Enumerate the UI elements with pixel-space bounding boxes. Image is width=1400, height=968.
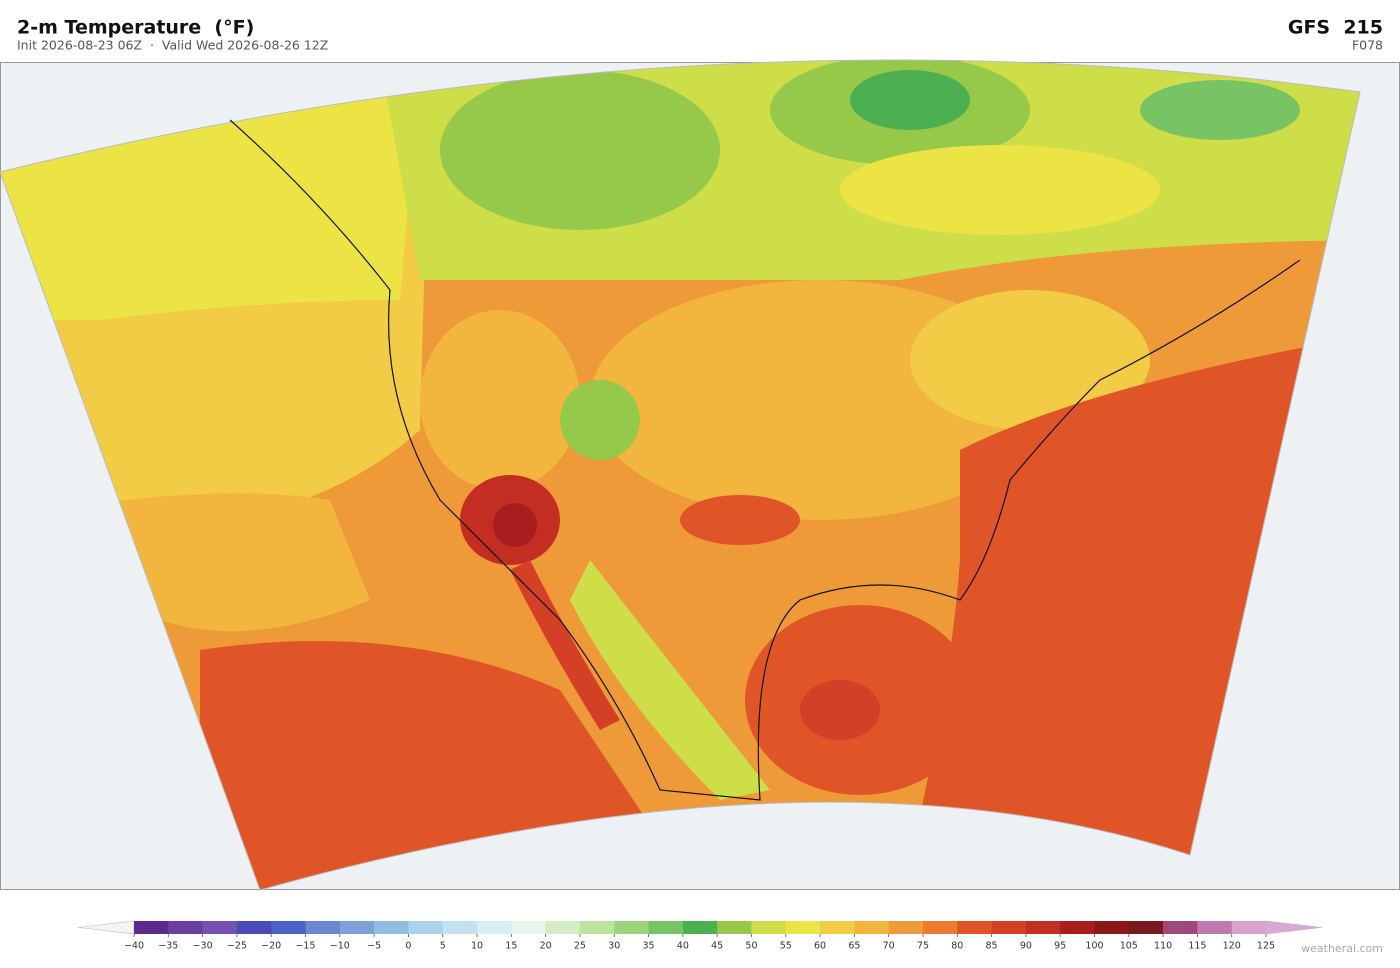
colorbar-tick-label: 0: [405, 941, 411, 952]
model-label: GFS 215: [1288, 17, 1383, 39]
colorbar: −40 −35 −30 −25 −20 −15 −10 −5 0 5 10 15 20 25 30 35 40 4…: [77, 920, 1323, 952]
colorbar-tick-label: 95: [1054, 941, 1066, 952]
colorbar-tick-label: 65: [848, 941, 860, 952]
domain-outline: [0, 59, 1361, 891]
colorbar-bin: [408, 921, 444, 934]
colorbar-tick-label: 20: [540, 941, 552, 952]
colorbar-under: [77, 920, 135, 935]
colorbar-tick-label: 115: [1188, 941, 1206, 952]
colorbar-tick-label: 120: [1223, 941, 1241, 952]
colorbar-bin: [1197, 921, 1232, 934]
colorbar-bin: [1128, 921, 1164, 934]
colorbar-over: [1265, 920, 1323, 935]
subtitle: Init 2026-08-23 06Z · Valid Wed 2026-08-…: [17, 38, 328, 53]
colorbar-bin: [1163, 921, 1198, 934]
colorbar-bin: [717, 921, 752, 934]
colorbar-tick-label: 10: [471, 941, 483, 952]
colorbar-bin: [271, 921, 306, 934]
colorbar-bin: [751, 921, 787, 934]
colorbar-tick-label: 75: [917, 941, 929, 952]
colorbar-bin: [442, 921, 478, 934]
colorbar-tick-label: 45: [711, 941, 723, 952]
colorbar-tick-label: 30: [608, 941, 620, 952]
colorbar-bin: [236, 921, 272, 934]
colorbar-tick-label: 50: [745, 941, 757, 952]
colorbar-bin: [477, 921, 512, 934]
colorbar-bin: [648, 921, 684, 934]
colorbar-tick-label: 100: [1085, 941, 1103, 952]
colorbar-tick-label: 25: [574, 941, 586, 952]
colorbar-bin: [682, 921, 718, 934]
colorbar-tick-label: 85: [986, 941, 998, 952]
colorbar-bin: [957, 921, 992, 934]
colorbar-bin: [888, 921, 924, 934]
colorbar-tick-label: −25: [227, 941, 247, 952]
coastline: [229, 119, 1301, 801]
colorbar-tick-label: −10: [330, 941, 350, 952]
colorbar-tick-label: 110: [1154, 941, 1172, 952]
colorbar-tick-label: −15: [295, 941, 315, 952]
colorbar-bin: [1094, 921, 1130, 934]
colorbar-tick-label: 35: [642, 941, 654, 952]
watermark: weatherai.com: [1301, 942, 1383, 955]
colorbar-bin: [134, 921, 169, 934]
colorbar-tick-label: 90: [1020, 941, 1032, 952]
colorbar-bin: [614, 921, 649, 934]
colorbar-bin: [785, 921, 821, 934]
colorbar-tick-label: −30: [193, 941, 213, 952]
colorbar-tick-label: −40: [124, 941, 144, 952]
colorbar-bin: [1060, 921, 1095, 934]
colorbar-tick-label: 5: [440, 941, 446, 952]
title: 2-m Temperature (°F): [17, 17, 254, 39]
colorbar-bin: [305, 921, 341, 934]
colorbar-bin: [339, 921, 375, 934]
colorbar-bin: [820, 921, 855, 934]
colorbar-tick-label: −20: [261, 941, 281, 952]
colorbar-tick-label: 15: [505, 941, 517, 952]
colorbar-tick-label: 60: [814, 941, 826, 952]
map: [0, 59, 1400, 891]
colorbar-tick-label: −35: [158, 941, 178, 952]
colorbar-tick-label: −5: [367, 941, 381, 952]
colorbar-tick-label: 105: [1120, 941, 1138, 952]
colorbar-bin: [168, 921, 203, 934]
colorbar-tick-label: 70: [883, 941, 895, 952]
colorbar-tick-label: 125: [1257, 941, 1275, 952]
colorbar-bin: [545, 921, 581, 934]
colorbar-tick-label: 80: [951, 941, 963, 952]
colorbar-bin: [991, 921, 1027, 934]
colorbar-tick-label: 40: [677, 941, 689, 952]
colorbar-bin: [511, 921, 546, 934]
colorbar-bin: [854, 921, 889, 934]
colorbar-tick-label: 55: [780, 941, 792, 952]
colorbar-bin: [1025, 921, 1061, 934]
colorbar-bin: [579, 921, 615, 934]
colorbar-bin: [202, 921, 238, 934]
forecast-hour: F078: [1352, 38, 1383, 53]
colorbar-bin: [374, 921, 409, 934]
colorbar-bin: [922, 921, 958, 934]
colorbar-bin: [1231, 921, 1267, 934]
